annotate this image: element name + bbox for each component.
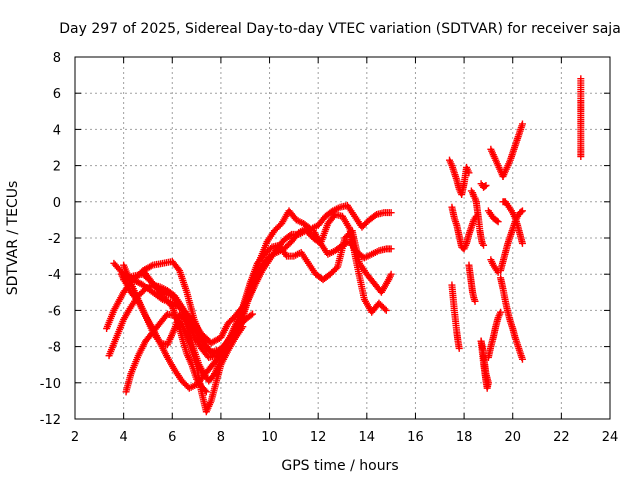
y-tick-label: 4 [53,123,61,138]
data-point [381,305,389,313]
y-tick-label: -10 [40,377,61,392]
data-point [371,212,379,220]
x-tick-label: 16 [407,430,424,445]
data-point [387,209,395,217]
series-track-j [448,203,480,253]
series-track-d [117,210,390,392]
x-tick-label: 18 [456,430,473,445]
data-point [286,231,294,239]
data-point [382,306,390,314]
data-point [494,218,502,226]
data-point [577,153,585,161]
y-tick-label: 8 [53,51,61,66]
series-track-l [465,261,479,305]
x-tick-label: 2 [71,430,79,445]
data-point [482,182,490,190]
series-track-w [499,198,526,247]
data-point [201,386,209,394]
y-tick-label: -2 [48,232,61,247]
series-track-c [110,227,395,347]
series-track-g [120,261,232,385]
series-track-m [467,187,480,206]
data-point [518,120,526,128]
data-point [493,217,501,225]
y-tick-label: -6 [48,304,61,319]
series-track-h [139,267,210,396]
data-point [480,241,488,249]
data-point [332,264,340,272]
series-track-y [577,75,585,161]
series-track-u [497,274,526,363]
data-point [471,297,479,305]
y-tick-label: -8 [48,341,61,356]
x-tick-label: 14 [359,430,376,445]
series-track-p [477,180,490,191]
series-track-q [484,308,505,361]
data-point [518,355,526,363]
data-point [517,208,525,216]
data-point [224,343,232,351]
y-tick-label: -12 [40,413,61,428]
y-tick-label: 6 [53,87,61,102]
x-tick-label: 24 [602,430,619,445]
x-tick-label: 8 [217,430,225,445]
x-tick-label: 12 [310,430,327,445]
data-point [147,262,155,270]
x-tick-label: 20 [504,430,521,445]
data-point [518,239,526,247]
series-track-s [487,256,502,276]
data-point [455,344,463,352]
series-track-k [448,281,463,352]
data-point [387,270,395,278]
series-track-o [477,337,492,392]
data-point [202,388,210,396]
data-points [103,75,585,416]
x-tick-label: 10 [261,430,278,445]
series-track-i [446,156,473,199]
y-tick-label: 2 [53,160,61,175]
plot-frame [74,56,611,420]
x-tick-label: 22 [553,430,570,445]
chart-title: Day 297 of 2025, Sidereal Day-to-day VTE… [59,21,621,37]
data-point [518,207,526,215]
data-point [477,337,485,345]
x-axis-label: GPS time / hours [281,458,398,474]
series-track-n [472,198,488,249]
y-tick-label: 0 [53,196,61,211]
data-point [481,182,489,190]
x-tick-label: 6 [168,430,176,445]
series-track-t [484,207,502,226]
y-tick-label: -4 [48,268,61,283]
y-axis-label: SDTVAR / TECUs [5,181,21,296]
data-point [387,245,395,253]
data-point [249,310,257,318]
x-tick-label: 4 [119,430,127,445]
data-point [247,311,255,319]
series-track-v [497,207,526,275]
series-track-x [499,120,526,180]
data-point [465,169,473,177]
data-point [497,308,505,316]
